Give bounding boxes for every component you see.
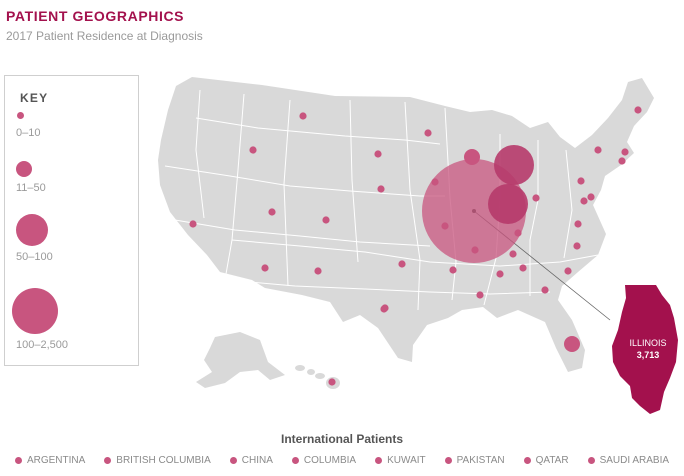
size-key-panel: KEY 0–10 11–50 50–100 100–2,500 [4, 75, 139, 366]
marker-tennessee[interactable] [509, 250, 517, 258]
marker-georgia[interactable] [519, 264, 527, 272]
marker-new-mexico[interactable] [541, 286, 549, 294]
international-country-item: SAUDI ARABIA [587, 455, 670, 466]
marker-utah[interactable] [314, 267, 322, 275]
country-dot-icon [587, 457, 595, 464]
marker-oklahoma[interactable] [476, 291, 484, 299]
marker-alabama[interactable] [471, 246, 479, 254]
key-item-11-50: 11–50 [5, 161, 138, 241]
international-country-item: CHINA [229, 455, 273, 466]
marker-maryland[interactable] [580, 197, 588, 205]
international-country-item: ARGENTINA [14, 455, 86, 466]
marker-iowa[interactable] [431, 178, 439, 186]
marker-north-dakota[interactable] [374, 150, 382, 158]
marker-texas[interactable] [380, 305, 388, 313]
country-dot-icon [375, 457, 383, 464]
marker-nebraska[interactable] [322, 216, 330, 224]
marker-virginia[interactable] [574, 220, 582, 228]
key-label-100-2500: 100–2,500 [16, 339, 68, 351]
marker-washington[interactable] [189, 220, 197, 228]
state-borders [164, 89, 599, 311]
marker-north-carolina[interactable] [573, 242, 581, 250]
marker-new-york[interactable] [594, 146, 602, 154]
key-dot-medium [16, 161, 32, 177]
marker-pennsylvania[interactable] [577, 177, 585, 185]
illinois-callout-count: 3,713 [637, 350, 660, 360]
country-dot-icon [523, 457, 531, 464]
international-country-list: ARGENTINA BRITISH COLUMBIA CHINA COLUMBIA KU… [0, 455, 684, 466]
marker-montana[interactable] [299, 112, 307, 120]
key-label-50-100: 50–100 [16, 251, 53, 263]
country-label: ARGENTINA [26, 455, 86, 466]
key-dot-large [16, 214, 48, 246]
international-country-item: PAKISTAN [444, 455, 505, 466]
country-dot-icon [444, 457, 452, 464]
marker-wisconsin[interactable] [464, 149, 480, 165]
country-label: BRITISH COLUMBIA [116, 455, 211, 466]
key-item-50-100: 50–100 [5, 214, 138, 294]
international-country-item: KUWAIT [375, 455, 426, 466]
international-country-item: QATAR [523, 455, 569, 466]
marker-south-dakota[interactable] [377, 185, 385, 193]
marker-colorado[interactable] [398, 260, 406, 268]
us-mainland-shape [158, 77, 654, 372]
marker-minnesota[interactable] [424, 129, 432, 137]
illinois-callout-name: ILLINOIS [629, 338, 666, 348]
marker-massachusetts[interactable] [621, 148, 629, 156]
marker-layer [189, 106, 642, 386]
alaska-shape [196, 332, 285, 388]
international-country-item: BRITISH COLUMBIA [104, 455, 211, 466]
marker-arkansas[interactable] [496, 270, 504, 278]
country-label: QATAR [535, 455, 569, 466]
marker-new-jersey[interactable] [587, 193, 595, 201]
key-dot-small [17, 112, 24, 119]
marker-missouri-west[interactable] [441, 222, 449, 230]
hawaii-shape [295, 365, 340, 389]
international-country-item: COLUMBIA [291, 455, 357, 466]
upper-michigan-shape [470, 112, 520, 131]
country-dot-icon [229, 457, 237, 464]
key-heading: KEY [20, 91, 49, 105]
country-label: CHINA [241, 455, 273, 466]
key-item-100-2500: 100–2,500 [5, 288, 138, 368]
marker-hawaii[interactable] [328, 378, 336, 386]
key-dot-xlarge [12, 288, 58, 334]
key-label-0-10: 0–10 [16, 127, 41, 139]
marker-indiana[interactable] [488, 184, 528, 224]
country-label: KUWAIT [387, 455, 426, 466]
country-dot-icon [14, 457, 22, 464]
marker-ohio[interactable] [532, 194, 540, 202]
country-label: PAKISTAN [456, 455, 505, 466]
marker-idaho[interactable] [268, 208, 276, 216]
page-title: PATIENT GEOGRAPHICS [6, 8, 185, 24]
key-item-0-10: 0–10 [5, 111, 138, 191]
key-label-11-50: 11–50 [16, 182, 46, 194]
marker-connecticut[interactable] [618, 157, 626, 165]
country-dot-icon [291, 457, 299, 464]
marker-california[interactable] [261, 264, 269, 272]
marker-florida[interactable] [564, 336, 580, 352]
country-label: SAUDI ARABIA [599, 455, 670, 466]
page-subtitle: 2017 Patient Residence at Diagnosis [6, 29, 203, 43]
marker-illinois[interactable] [422, 159, 526, 263]
marker-kansas[interactable] [449, 266, 457, 274]
marker-maine[interactable] [634, 106, 642, 114]
country-dot-icon [104, 457, 112, 464]
marker-south-carolina[interactable] [564, 267, 572, 275]
country-label: COLUMBIA [303, 455, 357, 466]
marker-michigan[interactable] [494, 145, 534, 185]
international-heading: International Patients [280, 432, 404, 446]
marker-kentucky[interactable] [514, 229, 522, 237]
illinois-callout-shape[interactable] [612, 285, 678, 414]
marker-oregon[interactable] [249, 146, 257, 154]
